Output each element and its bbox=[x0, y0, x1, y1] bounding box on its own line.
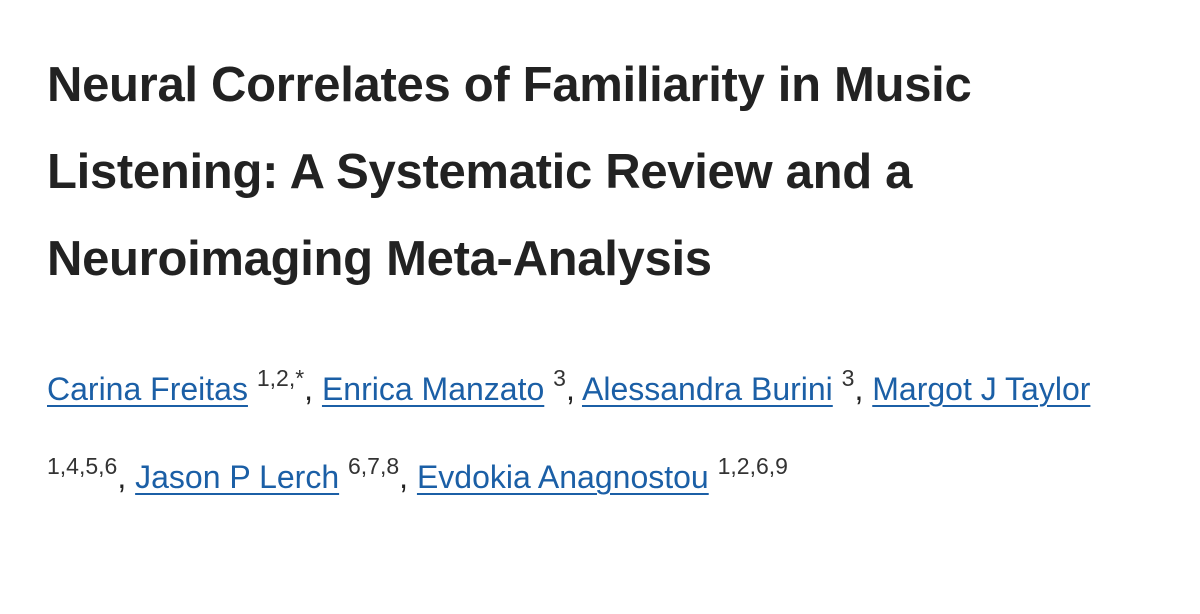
author-link[interactable]: Alessandra Burini bbox=[581, 371, 833, 407]
author-affiliations: 6,7,8 bbox=[348, 453, 400, 479]
author-separator: , bbox=[854, 371, 864, 407]
author-affiliations: 1,2,6,9 bbox=[717, 453, 788, 479]
author-separator: , bbox=[304, 371, 314, 407]
author-link[interactable]: Enrica Manzato bbox=[321, 371, 545, 407]
author-affiliations: 3 bbox=[841, 365, 855, 391]
author-separator: , bbox=[565, 371, 575, 407]
author-link[interactable]: Evdokia Anagnostou bbox=[416, 459, 709, 495]
author-separator: , bbox=[117, 459, 127, 495]
author-link[interactable]: Jason P Lerch bbox=[135, 459, 340, 495]
author-separator: , bbox=[399, 459, 409, 495]
author-link[interactable]: Margot J Taylor bbox=[872, 371, 1091, 407]
article-title: Neural Correlates of Familiarity in Musi… bbox=[47, 58, 972, 286]
author-list: Carina Freitas 1,2,*, Enrica Manzato 3, … bbox=[47, 347, 1157, 523]
author-affiliations: 3 bbox=[553, 365, 566, 391]
author-affiliations: 1,2,* bbox=[256, 365, 305, 391]
author-affiliations: 1,4,5,6 bbox=[47, 453, 118, 479]
author-link[interactable]: Carina Freitas bbox=[47, 371, 248, 407]
